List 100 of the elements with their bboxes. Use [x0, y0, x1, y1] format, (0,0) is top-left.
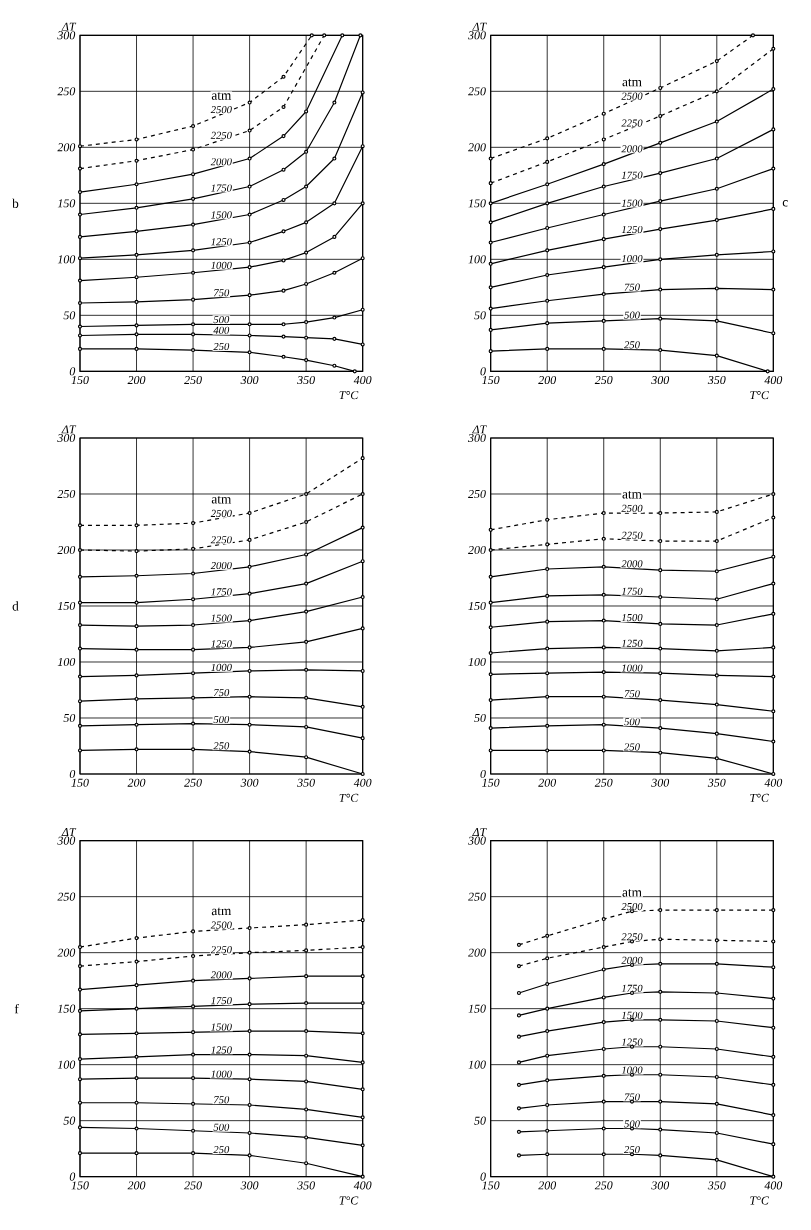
series-label: 1500 [621, 614, 643, 622]
y-tick-label: 150 [57, 601, 76, 611]
y-tick-label: 100 [57, 657, 76, 667]
series-label: 2000 [210, 561, 232, 570]
y-tick-label: 250 [468, 892, 486, 901]
series-label: 1750 [621, 587, 643, 595]
y-axis-title: ΔT [472, 828, 487, 836]
series-label: 250 [213, 1146, 230, 1154]
legend-title: atm [622, 490, 642, 499]
series-label: 500 [624, 1120, 640, 1128]
x-axis-title: T°C [750, 391, 770, 400]
y-axis-title: ΔT [61, 425, 77, 434]
y-tick-label: 200 [57, 948, 76, 957]
series-label: 1000 [621, 664, 643, 672]
x-tick-label: 250 [184, 1181, 202, 1190]
x-tick-label: 200 [127, 376, 146, 385]
x-tick-label: 300 [651, 1181, 670, 1190]
y-tick-label: 100 [468, 657, 486, 667]
y-tick-label: 0 [480, 1172, 486, 1181]
series-label: 750 [624, 1093, 640, 1101]
y-tick-label: 150 [468, 1004, 486, 1013]
series-label: 250 [213, 742, 230, 750]
y-tick-label: 150 [57, 199, 76, 208]
x-tick-label: 400 [353, 1181, 372, 1190]
y-tick-label: 100 [57, 1060, 76, 1069]
series-label: 1500 [211, 614, 232, 622]
y-tick-label: 250 [57, 87, 76, 96]
x-tick-label: 400 [353, 376, 372, 385]
y-tick-label: 300 [57, 31, 76, 40]
y-tick-label: 0 [480, 769, 486, 779]
series-label: 2000 [621, 560, 643, 568]
y-axis-title: ΔT [472, 22, 487, 31]
x-tick-label: 350 [707, 376, 726, 385]
y-tick-label: 50 [474, 713, 486, 723]
x-tick-label: 200 [538, 376, 557, 385]
y-axis-title: ΔT [61, 828, 77, 836]
x-axis-title: T°C [339, 391, 359, 400]
x-tick-label: 250 [594, 1181, 613, 1190]
series-label: 2250 [210, 536, 232, 544]
series-label: 250 [624, 341, 640, 349]
y-tick-label: 200 [468, 545, 486, 555]
series-label: 500 [213, 715, 230, 724]
series-label: 2000 [210, 158, 232, 166]
series-label: 2500 [210, 106, 232, 114]
series-label: 2500 [210, 921, 232, 929]
y-tick-label: 200 [468, 948, 486, 957]
series-label: 250 [624, 743, 640, 751]
y-tick-label: 300 [468, 31, 486, 40]
x-tick-label: 200 [538, 1181, 557, 1190]
y-tick-label: 50 [63, 1116, 76, 1125]
x-tick-label: 400 [353, 778, 372, 787]
text: d [12, 601, 19, 611]
y-tick-label: 100 [468, 255, 486, 264]
y-axis-title: ΔT [61, 22, 77, 31]
x-axis-title: T°C [339, 793, 359, 802]
series-label: 250 [624, 1146, 640, 1154]
series-label: 1500 [621, 199, 643, 207]
y-tick-label: 100 [468, 1060, 486, 1069]
series-label: 2250 [621, 531, 643, 539]
y-tick-label: 150 [468, 601, 486, 611]
x-tick-label: 200 [538, 778, 557, 787]
series-label: 400 [213, 326, 230, 334]
y-tick-label: 300 [468, 836, 486, 845]
y-tick-label: 50 [63, 311, 76, 320]
x-tick-label: 350 [297, 778, 315, 787]
series-label: 1250 [621, 225, 643, 234]
series-label: 1500 [621, 1011, 643, 1019]
y-tick-label: 50 [474, 1116, 486, 1125]
series-label: 1750 [211, 184, 232, 192]
y-tick-label: 0 [480, 367, 486, 376]
x-tick-label: 350 [707, 778, 726, 787]
x-tick-label: 250 [184, 778, 202, 787]
y-tick-label: 250 [468, 87, 486, 96]
y-tick-label: 100 [57, 255, 76, 264]
series-label: 2000 [621, 956, 643, 964]
legend-title: atm [211, 907, 232, 916]
series-label: 1750 [211, 588, 232, 596]
y-tick-label: 200 [57, 545, 76, 555]
legend-title: atm [211, 92, 232, 100]
x-tick-label: 350 [297, 376, 315, 385]
y-tick-label: 300 [468, 433, 486, 443]
y-tick-label: 200 [57, 143, 76, 152]
y-tick-label: 0 [69, 1172, 76, 1181]
series-label: 750 [213, 689, 230, 697]
series-label: 750 [213, 289, 230, 297]
series-label: 2250 [621, 119, 643, 127]
x-tick-label: 200 [127, 778, 146, 787]
x-tick-label: 300 [651, 778, 670, 787]
x-tick-label: 400 [764, 376, 783, 385]
series-label: 250 [213, 342, 230, 351]
series-label: 1750 [621, 984, 643, 992]
x-axis-title: T°C [750, 793, 770, 802]
series-label: 500 [624, 311, 640, 319]
series-label: 2000 [210, 971, 232, 979]
series-label: 1500 [211, 211, 232, 219]
series-label: 1000 [211, 261, 232, 269]
text: c [782, 200, 788, 207]
y-tick-label: 150 [57, 1004, 76, 1013]
legend-title: atm [622, 889, 642, 897]
y-tick-label: 250 [468, 489, 486, 499]
